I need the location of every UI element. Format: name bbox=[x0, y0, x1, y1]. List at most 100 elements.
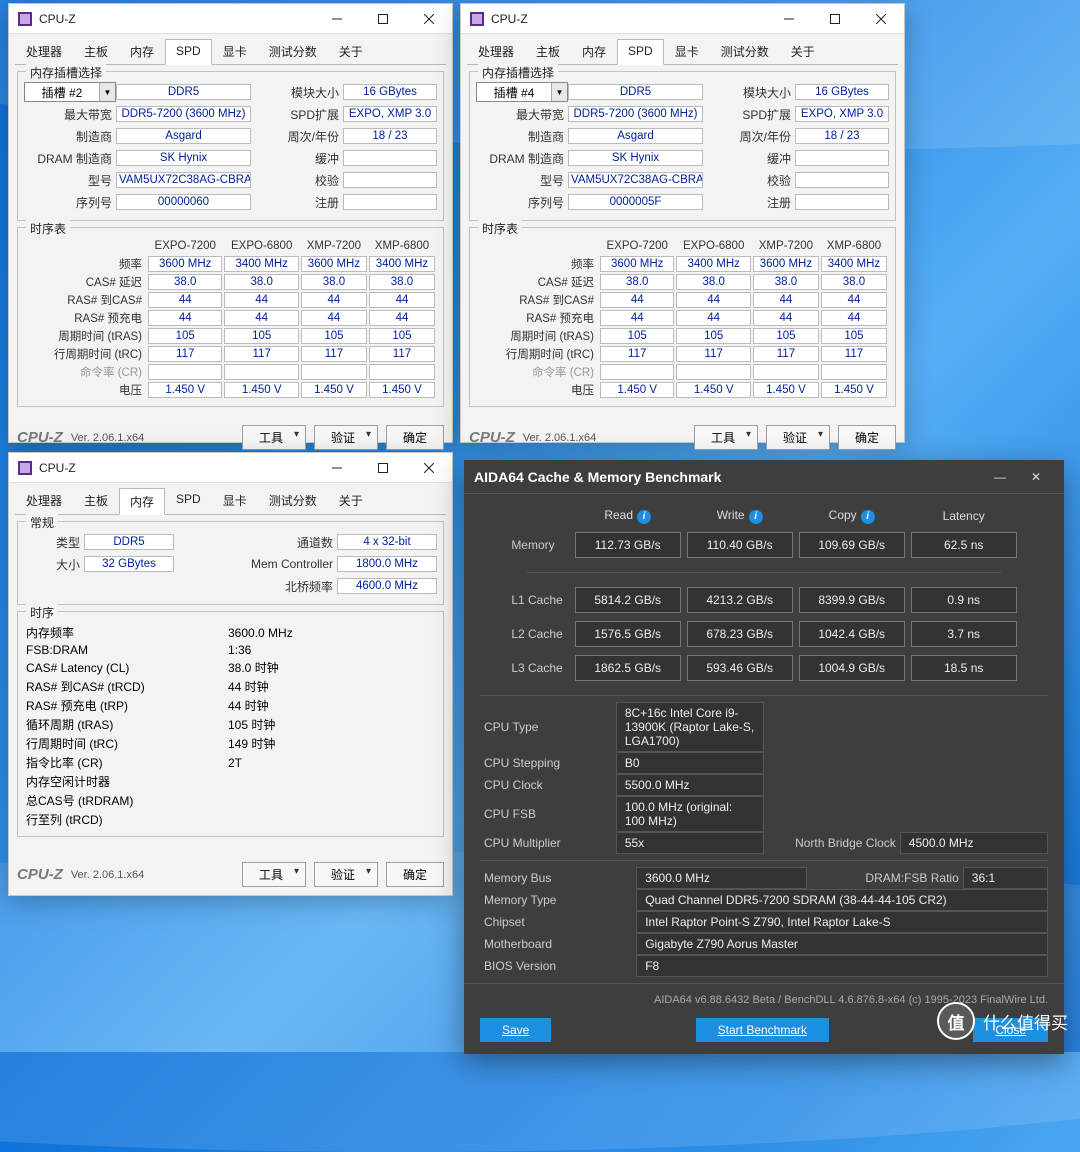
ok-button[interactable]: 确定 bbox=[386, 862, 444, 887]
row-label: 命令率 (CR) bbox=[478, 364, 598, 380]
label: DRAM 制造商 bbox=[476, 150, 568, 167]
tab-4[interactable]: 显卡 bbox=[212, 38, 258, 64]
label: CPU FSB bbox=[480, 796, 616, 832]
ok-button[interactable]: 确定 bbox=[386, 425, 444, 450]
row-label: 指令比率 (CR) bbox=[26, 754, 226, 771]
tab-3[interactable]: SPD bbox=[617, 39, 664, 65]
value: 1800.0 MHz bbox=[337, 556, 437, 572]
maximize-button[interactable] bbox=[360, 453, 406, 483]
value: 62.5 ns bbox=[911, 532, 1017, 558]
value: 1.450 V bbox=[600, 382, 674, 398]
col-head: Readi bbox=[575, 508, 681, 524]
tab-5[interactable]: 测试分数 bbox=[258, 38, 328, 64]
ok-button[interactable]: 确定 bbox=[838, 425, 896, 450]
minimize-button[interactable]: — bbox=[982, 470, 1018, 484]
value: 105 bbox=[301, 328, 367, 344]
tab-6[interactable]: 关于 bbox=[328, 38, 374, 64]
start-benchmark-button[interactable]: Start Benchmark bbox=[696, 1018, 829, 1042]
col-head: XMP-7200 bbox=[301, 240, 367, 254]
tab-6[interactable]: 关于 bbox=[780, 38, 826, 64]
tab-1[interactable]: 主板 bbox=[73, 38, 119, 64]
value: 109.69 GB/s bbox=[799, 532, 905, 558]
value: DDR5-7200 (3600 MHz) bbox=[568, 106, 703, 122]
maximize-button[interactable] bbox=[812, 4, 858, 34]
maximize-button[interactable] bbox=[360, 4, 406, 34]
value: 1862.5 GB/s bbox=[575, 655, 681, 681]
minimize-button[interactable] bbox=[314, 453, 360, 483]
verify-button[interactable]: 验证 bbox=[766, 425, 830, 450]
tab-5[interactable]: 测试分数 bbox=[710, 38, 780, 64]
tab-0[interactable]: 处理器 bbox=[15, 38, 73, 64]
value bbox=[343, 194, 437, 210]
tab-3[interactable]: SPD bbox=[165, 487, 212, 514]
slot-select[interactable]: 插槽 #2▼ bbox=[24, 82, 116, 102]
tab-6[interactable]: 关于 bbox=[328, 487, 374, 514]
info-icon[interactable]: i bbox=[749, 510, 763, 524]
value: 3400 MHz bbox=[369, 256, 435, 272]
value: 44 bbox=[821, 310, 887, 326]
value: 110.40 GB/s bbox=[687, 532, 793, 558]
close-button[interactable]: ✕ bbox=[1018, 470, 1054, 484]
label: 最大带宽 bbox=[24, 106, 116, 123]
label: Memory Bus bbox=[480, 867, 636, 889]
value: Asgard bbox=[116, 128, 251, 144]
save-button[interactable]: Save bbox=[480, 1018, 551, 1042]
tab-1[interactable]: 主板 bbox=[525, 38, 571, 64]
tab-0[interactable]: 处理器 bbox=[467, 38, 525, 64]
close-button[interactable] bbox=[406, 453, 452, 483]
cpuz-icon bbox=[17, 11, 33, 27]
row-label: 电压 bbox=[478, 382, 598, 398]
close-button[interactable] bbox=[858, 4, 904, 34]
group-legend: 时序表 bbox=[26, 220, 70, 237]
row-label: L3 Cache bbox=[511, 655, 568, 681]
slot-select[interactable]: 插槽 #4▼ bbox=[476, 82, 568, 102]
row-label: RAS# 预充电 bbox=[478, 310, 598, 326]
tab-0[interactable]: 处理器 bbox=[15, 487, 73, 514]
info-icon[interactable]: i bbox=[861, 510, 875, 524]
tab-2[interactable]: 内存 bbox=[119, 488, 165, 515]
tools-button[interactable]: 工具 bbox=[242, 425, 306, 450]
tools-button[interactable]: 工具 bbox=[242, 862, 306, 887]
tab-3[interactable]: SPD bbox=[165, 39, 212, 65]
value: 44 bbox=[224, 310, 298, 326]
value: 4500.0 MHz bbox=[900, 832, 1048, 854]
label: CPU Stepping bbox=[480, 752, 616, 774]
minimize-button[interactable] bbox=[766, 4, 812, 34]
watermark-badge-icon: 值 bbox=[937, 1002, 975, 1040]
value: EXPO, XMP 3.0 bbox=[795, 106, 889, 122]
label: CPU Multiplier bbox=[480, 832, 616, 854]
titlebar: CPU-Z bbox=[9, 4, 452, 34]
row-label: 行周期时间 (tRC) bbox=[478, 346, 598, 362]
value: 149 时钟 bbox=[228, 735, 328, 752]
value bbox=[600, 364, 674, 380]
value: 38.0 bbox=[600, 274, 674, 290]
row-label: RAS# 到CAS# bbox=[478, 292, 598, 308]
value: 38.0 bbox=[224, 274, 298, 290]
cpuz-icon bbox=[17, 460, 33, 476]
close-button[interactable] bbox=[406, 4, 452, 34]
value: 38.0 时钟 bbox=[228, 659, 328, 676]
value: 105 bbox=[224, 328, 298, 344]
tab-2[interactable]: 内存 bbox=[119, 38, 165, 64]
watermark-text: 什么值得买 bbox=[983, 1009, 1068, 1034]
tab-2[interactable]: 内存 bbox=[571, 38, 617, 64]
tab-4[interactable]: 显卡 bbox=[664, 38, 710, 64]
label: 北桥频率 bbox=[237, 578, 337, 595]
info-icon[interactable]: i bbox=[637, 510, 651, 524]
label: 制造商 bbox=[476, 128, 568, 145]
verify-button[interactable]: 验证 bbox=[314, 425, 378, 450]
tab-4[interactable]: 显卡 bbox=[212, 487, 258, 514]
verify-button[interactable]: 验证 bbox=[314, 862, 378, 887]
brand: CPU-Z bbox=[17, 866, 63, 883]
tab-5[interactable]: 测试分数 bbox=[258, 487, 328, 514]
col-head: XMP-6800 bbox=[821, 240, 887, 254]
value: 1.450 V bbox=[224, 382, 298, 398]
value bbox=[343, 172, 437, 188]
value bbox=[795, 194, 889, 210]
minimize-button[interactable] bbox=[314, 4, 360, 34]
memory-info-table: Memory Bus3600.0 MHzDRAM:FSB Ratio36:1Me… bbox=[480, 867, 1048, 977]
value: 678.23 GB/s bbox=[687, 621, 793, 647]
col-head: EXPO-7200 bbox=[600, 240, 674, 254]
tab-1[interactable]: 主板 bbox=[73, 487, 119, 514]
tools-button[interactable]: 工具 bbox=[694, 425, 758, 450]
